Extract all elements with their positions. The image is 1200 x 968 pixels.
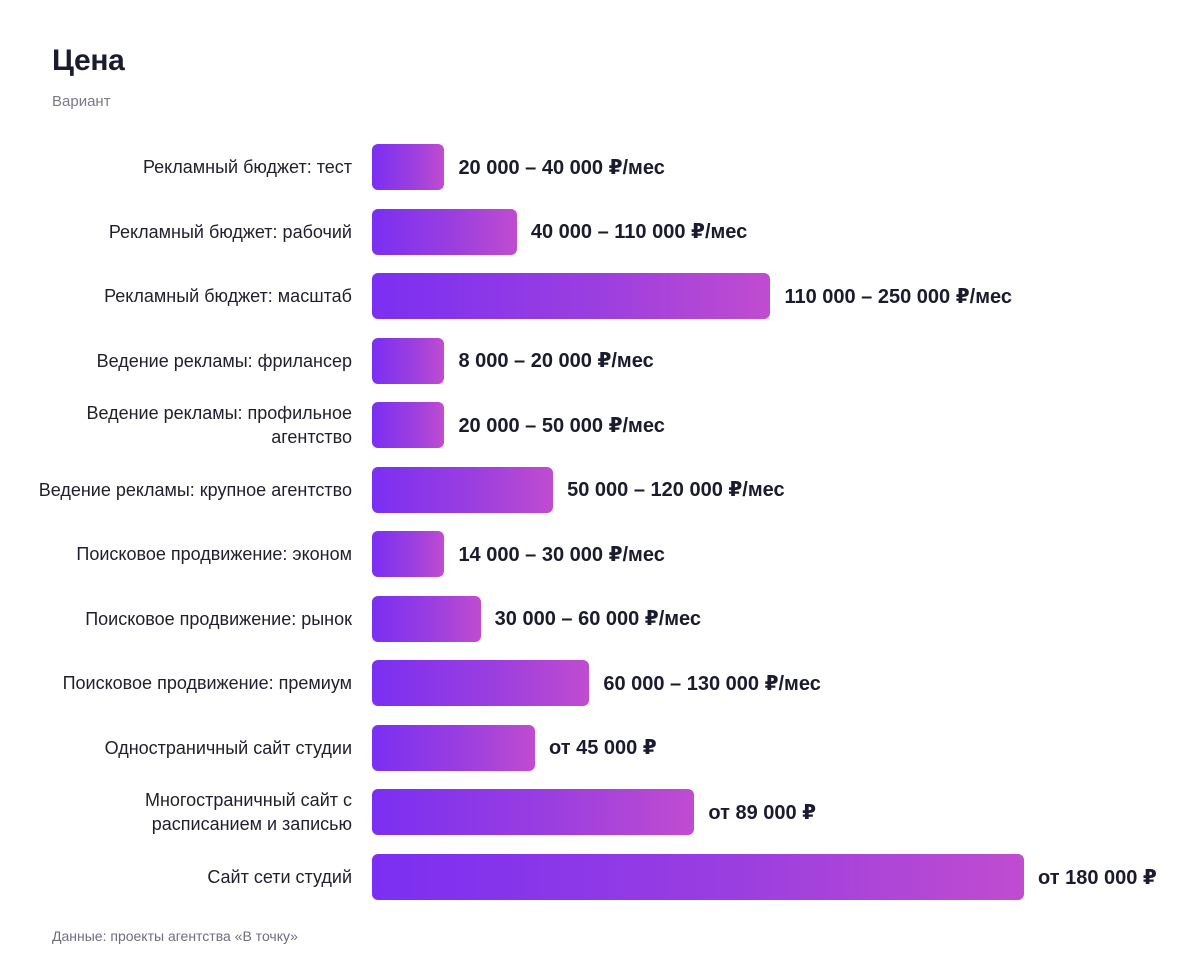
- bar-row: Ведение рекламы: профильное агентство 20 …: [0, 402, 1200, 449]
- bar: [372, 144, 445, 190]
- category-label: Поисковое продвижение: эконом: [76, 544, 352, 565]
- category-label: Одностраничный сайт студии: [104, 737, 352, 758]
- data-label: 20 000 – 40 000 ₽/мес: [458, 156, 665, 179]
- data-label: 110 000 – 250 000 ₽/мес: [784, 285, 1012, 308]
- category-label: Ведение рекламы: фрилансер: [96, 350, 352, 371]
- data-label: от 45 000 ₽: [549, 737, 657, 760]
- bar: [372, 789, 695, 836]
- category-label: Рекламный бюджет: тест: [142, 157, 352, 177]
- bar: [372, 466, 554, 513]
- data-label: 8 000 – 20 000 ₽/мес: [458, 350, 654, 373]
- bar-row: Одностраничный сайт студии от 45 000 ₽: [0, 724, 1200, 771]
- category-label: Сайт сети студий: [207, 867, 352, 887]
- bar-row: Поисковое продвижение: рынок 30 000 – 60 …: [0, 595, 1200, 642]
- category-label: Ведение рекламы: профильное агентство: [86, 403, 352, 448]
- bar-row: Ведение рекламы: крупное агентство 50 000…: [0, 466, 1200, 513]
- bar-row: Поисковое продвижение: эконом 14 000 – 30…: [0, 531, 1200, 578]
- category-label: Поисковое продвижение: премиум: [62, 673, 352, 694]
- chart-subtitle: Вариант: [52, 93, 111, 110]
- category-label: Ведение рекламы: крупное агентство: [38, 479, 352, 500]
- bar: [372, 337, 445, 384]
- data-label: от 180 000 ₽: [1038, 866, 1157, 889]
- chart-title: Цена: [52, 44, 125, 77]
- bar-row: Многостраничный сайт с расписанием и зап…: [0, 789, 1200, 836]
- bar: [372, 273, 771, 320]
- source-note: Данные: проекты агентства «В точку»: [52, 928, 298, 944]
- data-label: 50 000 – 120 000 ₽/мес: [567, 479, 785, 502]
- data-label: 30 000 – 60 000 ₽/мес: [494, 608, 702, 631]
- data-label: от 89 000 ₽: [708, 801, 817, 824]
- data-label: 14 000 – 30 000 ₽/мес: [458, 543, 665, 566]
- data-label: 20 000 – 50 000 ₽/мес: [458, 414, 665, 437]
- data-label: 40 000 – 110 000 ₽/мес: [530, 221, 748, 244]
- bar-row: Ведение рекламы: фрилансер 8 000 – 20 000…: [0, 337, 1200, 384]
- data-label: 60 000 – 130 000 ₽/мес: [603, 672, 821, 695]
- category-label: Рекламный бюджет: рабочий: [108, 221, 352, 242]
- bar: [372, 595, 481, 642]
- bar: [372, 402, 445, 449]
- bar-row: Поисковое продвижение: премиум 60 000 – 1…: [0, 660, 1200, 707]
- category-label: Рекламный бюджет: масштаб: [104, 286, 352, 307]
- category-label: Поисковое продвижение: рынок: [85, 608, 352, 629]
- category-label: Многостраничный сайт с расписанием и зап…: [144, 790, 352, 835]
- bar: [372, 724, 535, 771]
- bar: [372, 854, 1024, 900]
- bar: [372, 531, 445, 578]
- bar-row: Рекламный бюджет: рабочий 40 000 – 110 00…: [0, 208, 1200, 255]
- bar: [372, 660, 590, 707]
- bar: [372, 208, 517, 255]
- bar-row: Рекламный бюджет: тест 20 000 – 40 000 ₽/…: [0, 144, 1200, 190]
- bar-row: Сайт сети студий от 180 000 ₽: [0, 854, 1200, 900]
- bar-row: Рекламный бюджет: масштаб 110 000 – 250 0…: [0, 273, 1200, 320]
